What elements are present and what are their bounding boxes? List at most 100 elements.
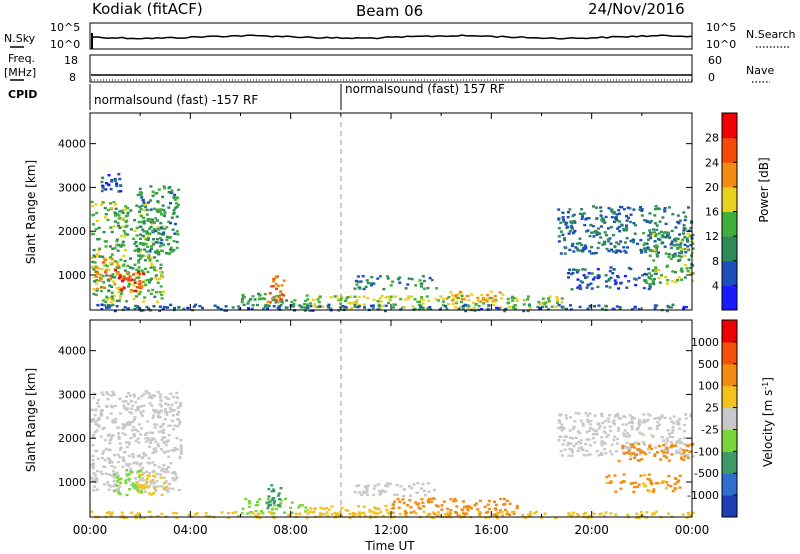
heatmap-cell (113, 260, 117, 263)
heatmap-cell (689, 514, 693, 517)
heatmap-cell (108, 274, 112, 278)
heatmap-cell (379, 300, 383, 303)
heatmap-cell (201, 306, 204, 310)
heatmap-cell (506, 510, 510, 514)
heatmap-cell (492, 303, 496, 307)
heatmap-cell (330, 513, 334, 516)
heatmap-cell (159, 473, 163, 476)
heatmap-cell (369, 514, 373, 518)
heatmap-cell (135, 481, 139, 484)
heatmap-cell (330, 505, 334, 508)
heatmap-cell (257, 292, 260, 295)
heatmap-cell (686, 232, 690, 235)
heatmap-cell (108, 284, 112, 287)
heatmap-cell (639, 474, 643, 477)
heatmap-cell (362, 511, 366, 514)
heatmap-cell (618, 220, 622, 223)
heatmap-cell (571, 427, 575, 430)
heatmap-cell (204, 515, 208, 518)
heatmap-cell (327, 306, 331, 309)
heatmap-cell (468, 505, 472, 508)
heatmap-cell (629, 457, 633, 461)
heatmap-cell (100, 391, 104, 394)
heatmap-cell (573, 420, 577, 423)
heatmap-cell (133, 281, 137, 284)
heatmap-cell (156, 390, 160, 394)
heatmap-cell (386, 277, 390, 280)
heatmap-cell (427, 501, 430, 504)
heatmap-cell (151, 218, 154, 221)
heatmap-cell (156, 250, 160, 254)
heatmap-cell (128, 488, 131, 491)
heatmap-cell (396, 497, 400, 501)
heatmap-cell (562, 218, 565, 221)
heatmap-cell (683, 423, 686, 427)
heatmap-cell (691, 443, 695, 446)
heatmap-cell (117, 299, 121, 303)
heatmap-cell (618, 212, 622, 215)
heatmap-cell (407, 295, 410, 298)
velocity-colorbar-label: Velocity [m s-1] (761, 377, 776, 467)
heatmap-cell (295, 512, 298, 515)
heatmap-cell (584, 276, 587, 279)
heatmap-cell (136, 290, 140, 293)
heatmap-cell (653, 214, 657, 217)
heatmap-cell (498, 291, 502, 294)
colorbar-segment (722, 211, 737, 237)
heatmap-cell (561, 443, 565, 446)
heatmap-cell (599, 210, 603, 213)
heatmap-cell (652, 231, 656, 234)
heatmap-cell (147, 307, 151, 310)
heatmap-cell (578, 305, 582, 309)
heatmap-cell (623, 429, 627, 432)
heatmap-cell (133, 249, 137, 252)
heatmap-cell (607, 420, 611, 423)
colorbar-tick-label: 100 (698, 380, 719, 393)
heatmap-cell (654, 446, 658, 449)
heatmap-cell (120, 511, 124, 514)
heatmap-cell (249, 511, 253, 514)
heatmap-cell (99, 289, 103, 293)
heatmap-cell (660, 274, 663, 277)
heatmap-cell (270, 490, 274, 493)
heatmap-cell (688, 450, 692, 453)
heatmap-cell (90, 418, 94, 421)
heatmap-cell (640, 510, 643, 514)
heatmap-cell (279, 304, 283, 307)
heatmap-cell (100, 268, 104, 271)
heatmap-cell (428, 497, 431, 501)
heatmap-cell (138, 242, 142, 246)
heatmap-cell (149, 480, 153, 483)
heatmap-cell (556, 301, 559, 304)
heatmap-cell (427, 490, 431, 493)
heatmap-cell (617, 249, 621, 252)
heatmap-cell (361, 275, 365, 278)
freq-right-tick-bottom: 0 (708, 71, 715, 84)
heatmap-cell (581, 424, 585, 427)
heatmap-cell (373, 506, 377, 509)
heatmap-cell (446, 507, 450, 511)
heatmap-cell (574, 268, 578, 272)
heatmap-cell (100, 308, 104, 311)
heatmap-cell (613, 279, 617, 282)
heatmap-cell (97, 226, 101, 230)
heatmap-cell (550, 305, 554, 308)
heatmap-cell (242, 295, 246, 299)
heatmap-cell (266, 498, 270, 501)
heatmap-cell (137, 220, 141, 224)
heatmap-cell (664, 442, 668, 445)
heatmap-cell (142, 300, 146, 303)
heatmap-cell (93, 430, 97, 434)
heatmap-cell (641, 274, 644, 277)
heatmap-cell (568, 436, 572, 440)
heatmap-cell (406, 283, 410, 286)
heatmap-cell (676, 279, 679, 282)
heatmap-cell (124, 479, 128, 482)
heatmap-cell (168, 235, 172, 239)
heatmap-cell (170, 408, 173, 411)
heatmap-cell (393, 493, 397, 496)
heatmap-cell (99, 435, 103, 438)
heatmap-cell (158, 245, 162, 248)
heatmap-cell (381, 514, 385, 518)
heatmap-cell (138, 272, 142, 276)
